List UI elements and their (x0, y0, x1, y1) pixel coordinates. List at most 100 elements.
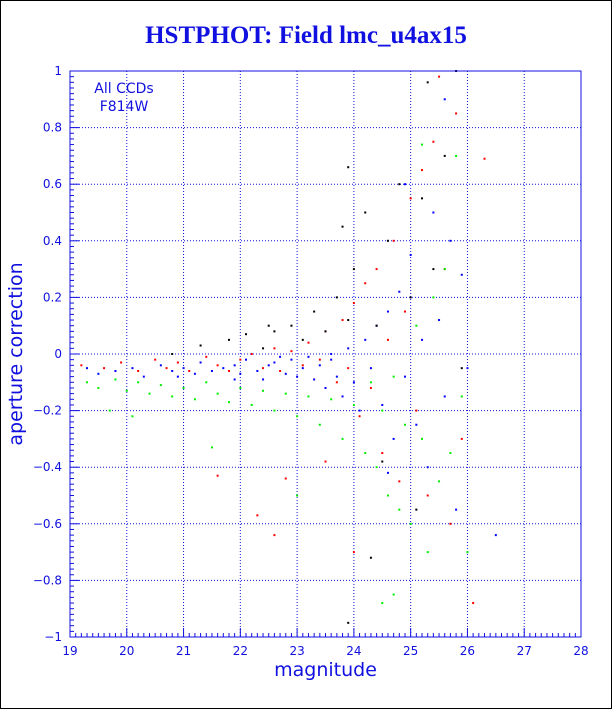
data-point (432, 140, 435, 143)
data-point (131, 367, 134, 370)
data-point (358, 409, 361, 412)
x-axis-label: magnitude (274, 659, 377, 681)
data-point (432, 268, 435, 271)
data-point (103, 367, 106, 370)
data-point (273, 361, 276, 364)
data-point (80, 364, 83, 367)
data-point (364, 282, 367, 285)
data-point (352, 403, 355, 406)
y-tick-label: 0 (54, 347, 62, 361)
data-point (398, 290, 401, 293)
data-point (386, 239, 389, 242)
data-point (494, 534, 497, 537)
data-point (449, 239, 452, 242)
data-point (313, 310, 316, 313)
data-point (415, 423, 418, 426)
data-point (148, 392, 151, 395)
data-point (460, 367, 463, 370)
data-point (279, 355, 282, 358)
data-point (421, 437, 424, 440)
data-point (381, 452, 384, 455)
data-point (375, 466, 378, 469)
x-tick-label: 26 (460, 644, 475, 658)
data-point (216, 474, 219, 477)
data-point (245, 358, 248, 361)
data-point (347, 166, 350, 169)
data-point (284, 392, 287, 395)
data-point (403, 310, 406, 313)
data-point (210, 446, 213, 449)
data-point (205, 355, 208, 358)
data-point (403, 423, 406, 426)
x-tick-label: 25 (403, 644, 418, 658)
data-point (296, 375, 299, 378)
data-point (273, 347, 276, 350)
data-point (256, 514, 259, 517)
data-point (267, 364, 270, 367)
data-point (193, 372, 196, 375)
data-point (301, 338, 304, 341)
data-point (398, 183, 401, 186)
data-point (341, 395, 344, 398)
data-point (97, 386, 100, 389)
data-point (386, 471, 389, 474)
x-tick-label: 22 (233, 644, 248, 658)
data-point (262, 347, 265, 350)
data-point (460, 437, 463, 440)
data-point (369, 556, 372, 559)
data-point (176, 361, 179, 364)
x-tick-label: 23 (289, 644, 304, 658)
data-point (409, 253, 412, 256)
data-point (318, 358, 321, 361)
data-point (364, 338, 367, 341)
y-tick-label: −0.4 (33, 460, 62, 474)
data-point (171, 353, 174, 355)
x-tick-label: 20 (119, 644, 134, 658)
data-point (330, 358, 333, 361)
data-point (335, 375, 338, 378)
data-point (176, 375, 179, 378)
data-point (398, 480, 401, 483)
data-point (273, 409, 276, 412)
y-tick-label: 0.6 (43, 177, 62, 191)
data-point (409, 296, 412, 299)
data-point (460, 273, 463, 276)
data-point (330, 398, 333, 401)
data-point (443, 395, 446, 398)
data-point (227, 401, 230, 404)
y-tick-label: −0.6 (33, 517, 62, 531)
y-tick-label: −1 (44, 630, 62, 644)
data-point (256, 369, 259, 372)
data-point (125, 389, 128, 392)
data-point (262, 389, 265, 392)
data-point (364, 452, 367, 455)
data-point (421, 169, 424, 172)
data-point (472, 602, 475, 605)
data-point (165, 367, 168, 370)
data-point (409, 522, 412, 525)
data-point (369, 381, 372, 384)
y-tick-label: 0.2 (43, 290, 62, 304)
y-axis-label: aperture correction (5, 262, 27, 445)
data-point (415, 409, 418, 412)
data-point (421, 338, 424, 341)
data-point (262, 367, 265, 370)
data-points (80, 70, 497, 624)
data-point (392, 375, 395, 378)
data-point (324, 386, 327, 389)
data-point (262, 378, 265, 381)
data-point (290, 324, 293, 327)
data-point (369, 367, 372, 370)
data-point (318, 364, 321, 367)
data-point (108, 409, 111, 412)
data-point (97, 372, 100, 375)
data-point (307, 355, 310, 358)
data-point (381, 602, 384, 605)
data-point (432, 211, 435, 214)
data-point (267, 324, 270, 327)
data-point (313, 378, 316, 381)
data-point (449, 452, 452, 455)
data-point (432, 296, 435, 299)
data-point (199, 344, 202, 347)
